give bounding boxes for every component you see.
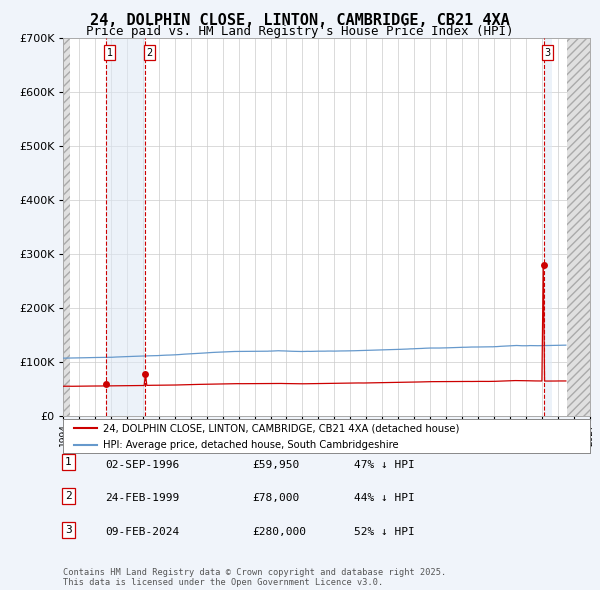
Text: 44% ↓ HPI: 44% ↓ HPI (354, 493, 415, 503)
Text: 2: 2 (65, 491, 71, 501)
Text: 09-FEB-2024: 09-FEB-2024 (105, 527, 179, 537)
Bar (106, 38, 145, 416)
Text: £59,950: £59,950 (252, 460, 299, 470)
Text: 1: 1 (65, 457, 71, 467)
Text: 24, DOLPHIN CLOSE, LINTON, CAMBRIDGE, CB21 4XA: 24, DOLPHIN CLOSE, LINTON, CAMBRIDGE, CB… (90, 13, 510, 28)
Text: 02-SEP-1996: 02-SEP-1996 (105, 460, 179, 470)
Text: Contains HM Land Registry data © Crown copyright and database right 2025.
This d: Contains HM Land Registry data © Crown c… (63, 568, 446, 587)
Text: £280,000: £280,000 (252, 527, 306, 537)
Text: 52% ↓ HPI: 52% ↓ HPI (354, 527, 415, 537)
Text: 3: 3 (545, 48, 551, 58)
Text: 47% ↓ HPI: 47% ↓ HPI (354, 460, 415, 470)
Bar (63, 38, 70, 416)
Text: 2: 2 (146, 48, 152, 58)
Text: 24-FEB-1999: 24-FEB-1999 (105, 493, 179, 503)
Text: Price paid vs. HM Land Registry's House Price Index (HPI): Price paid vs. HM Land Registry's House … (86, 25, 514, 38)
Text: HPI: Average price, detached house, South Cambridgeshire: HPI: Average price, detached house, Sout… (103, 440, 398, 450)
Text: 24, DOLPHIN CLOSE, LINTON, CAMBRIDGE, CB21 4XA (detached house): 24, DOLPHIN CLOSE, LINTON, CAMBRIDGE, CB… (103, 424, 459, 434)
Text: £78,000: £78,000 (252, 493, 299, 503)
Bar (566, 38, 590, 416)
Bar (544, 38, 552, 416)
Text: 3: 3 (65, 525, 71, 535)
Text: 1: 1 (107, 48, 113, 58)
